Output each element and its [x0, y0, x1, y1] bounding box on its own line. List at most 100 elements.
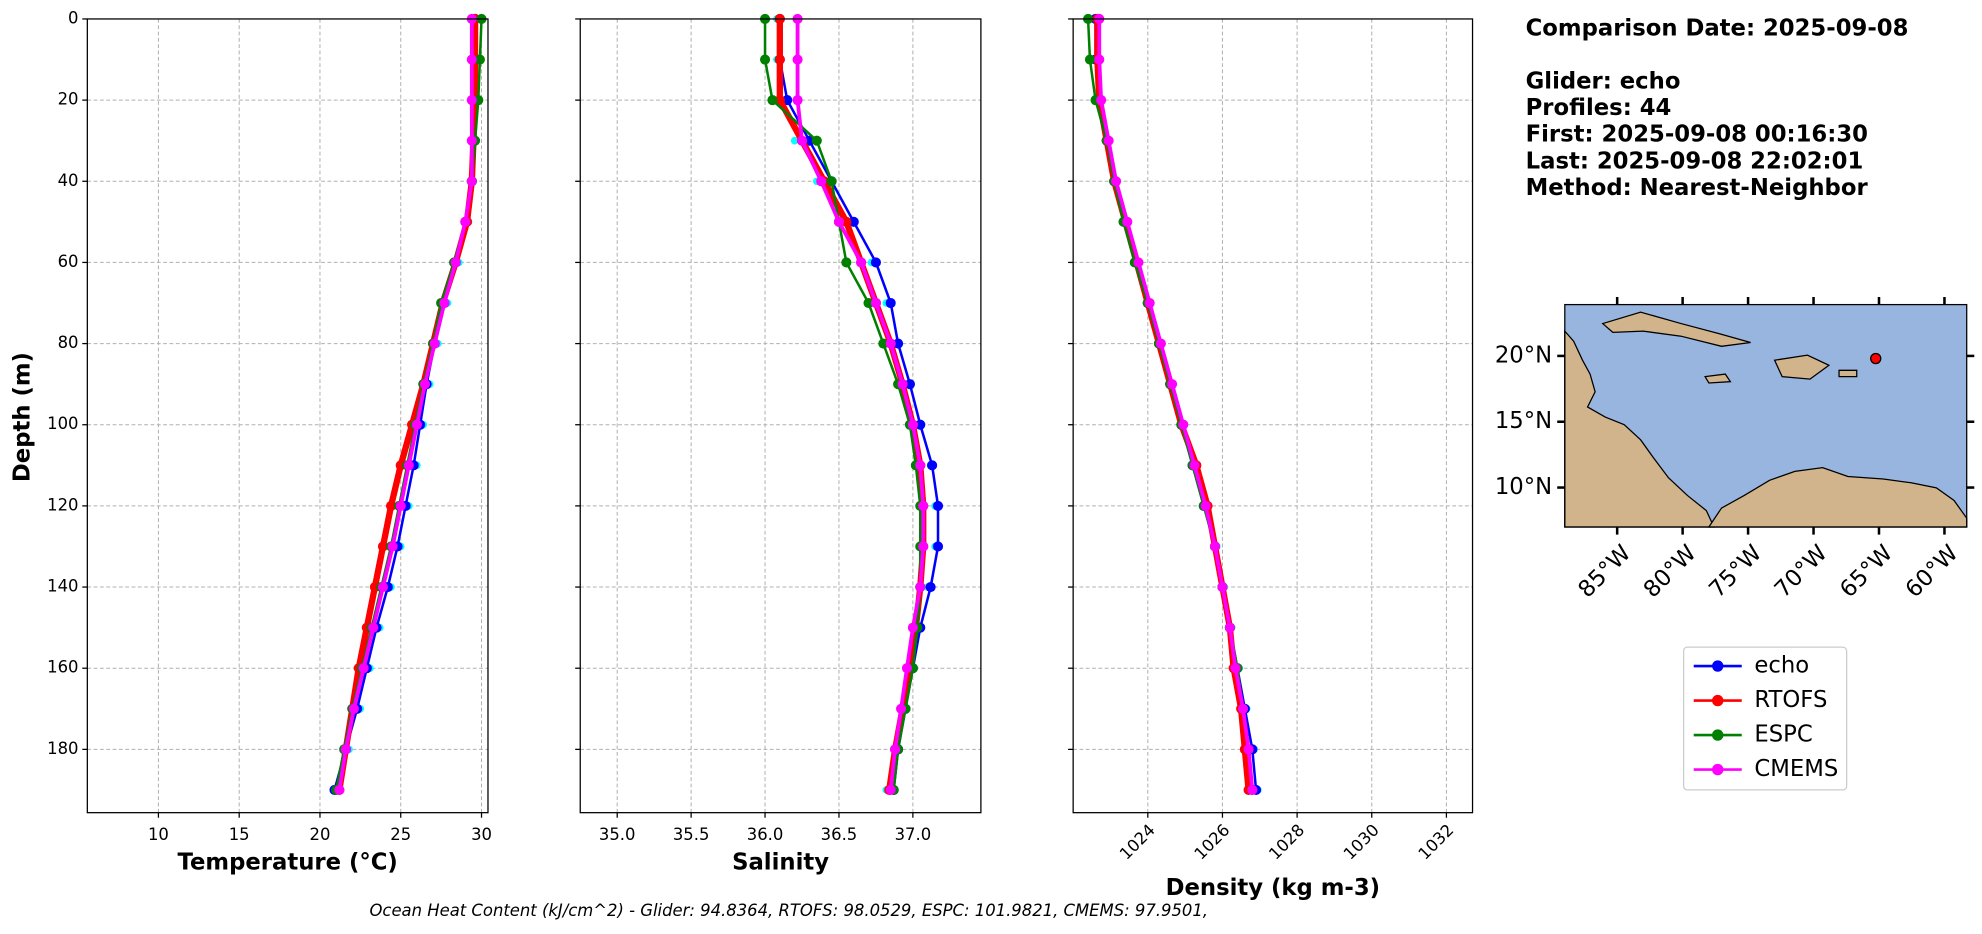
x-tick-label: 10	[148, 825, 169, 844]
x-tick-label: 70°W	[1770, 540, 1833, 603]
marker	[895, 703, 907, 714]
marker	[833, 216, 845, 227]
y-tick-label: 180	[47, 739, 78, 758]
marker	[878, 338, 889, 349]
marker	[856, 257, 867, 268]
map	[1564, 303, 1968, 528]
marker	[460, 216, 471, 227]
marker	[1247, 784, 1258, 796]
x-tick-label: 1030	[1340, 820, 1383, 863]
marker	[1103, 135, 1114, 146]
marker	[885, 784, 896, 796]
y-tick-label: 15°N	[1495, 408, 1552, 434]
marker	[918, 500, 929, 511]
marker	[848, 216, 859, 227]
x-tick-label: 15	[229, 825, 250, 844]
y-tick-label: 160	[47, 658, 78, 677]
marker	[885, 338, 896, 349]
x-tick-label: 1028	[1265, 820, 1308, 863]
marker	[897, 379, 908, 390]
x-tick-label: 35.5	[673, 825, 710, 844]
marker	[387, 541, 398, 552]
marker	[792, 54, 803, 65]
marker	[885, 297, 896, 309]
x-tick-label: 20	[310, 825, 331, 844]
axes-frame	[1072, 18, 1474, 814]
marker	[395, 500, 406, 511]
x-tick-label: 1024	[1116, 820, 1159, 863]
marker	[893, 338, 904, 349]
series-line	[778, 18, 940, 791]
x-axis-label: Temperature (°C)	[178, 850, 398, 876]
info-line: Last: 2025-09-08 22:02:01	[1526, 148, 1864, 174]
marker	[429, 338, 440, 349]
land	[1707, 466, 1968, 528]
y-tick-label: 120	[47, 495, 78, 514]
marker	[901, 663, 913, 674]
marker	[1155, 338, 1166, 349]
marker	[1084, 54, 1096, 65]
marker	[358, 663, 369, 674]
marker	[811, 135, 822, 146]
legend-marker	[1712, 729, 1724, 741]
marker	[774, 95, 785, 106]
x-tick-label: 25	[390, 825, 411, 844]
x-tick-label: 1032	[1414, 820, 1457, 863]
series-line	[1097, 18, 1255, 791]
axes-frame	[579, 18, 982, 814]
y-axis-label: Depth (m)	[9, 352, 35, 482]
marker	[466, 176, 477, 187]
marker	[385, 500, 397, 511]
glider-location	[1870, 352, 1882, 365]
legend-label: RTOFS	[1754, 687, 1827, 713]
legend-marker	[1712, 694, 1724, 707]
series-line	[337, 18, 474, 791]
x-tick-label: 36.5	[821, 825, 858, 844]
marker	[932, 500, 944, 511]
marker	[904, 379, 915, 390]
marker	[1243, 744, 1254, 755]
x-tick-label: 75°W	[1704, 540, 1767, 603]
marker	[927, 460, 938, 471]
marker	[826, 176, 837, 187]
x-tick-label: 1026	[1191, 820, 1234, 863]
x-axis-label: Salinity	[732, 850, 829, 876]
marker	[1133, 257, 1144, 268]
marker	[918, 541, 929, 552]
marker	[870, 297, 881, 309]
legend-label: ESPC	[1754, 722, 1812, 748]
marker	[915, 581, 926, 593]
marker	[1200, 500, 1211, 511]
marker	[841, 257, 852, 268]
legend	[1682, 646, 1848, 791]
marker	[796, 135, 808, 146]
x-tick-label: 65°W	[1835, 540, 1898, 603]
x-tick-label: 35.0	[599, 825, 636, 844]
y-tick-label: 80	[58, 333, 79, 352]
y-tick-label: 20	[58, 90, 79, 109]
marker	[377, 581, 389, 593]
axes-frame	[86, 18, 489, 814]
marker	[925, 581, 936, 593]
marker	[1237, 703, 1249, 714]
land	[1564, 329, 1715, 528]
y-tick-label: 60	[58, 252, 79, 271]
legend-marker	[1712, 660, 1724, 672]
marker	[466, 54, 477, 65]
marker	[759, 54, 771, 65]
series-line	[1086, 18, 1254, 791]
x-tick-label: 80°W	[1639, 540, 1702, 603]
marker	[377, 541, 389, 552]
y-tick-label: 10°N	[1495, 474, 1552, 500]
map-frame	[1564, 303, 1968, 528]
marker	[466, 135, 477, 146]
marker	[466, 95, 477, 106]
marker	[439, 297, 450, 309]
x-tick-label: 30	[471, 825, 492, 844]
info-line: Method: Nearest-Neighbor	[1526, 175, 1869, 201]
marker	[816, 176, 827, 187]
legend-label: echo	[1754, 653, 1809, 679]
marker	[792, 95, 803, 106]
marker	[419, 379, 431, 390]
